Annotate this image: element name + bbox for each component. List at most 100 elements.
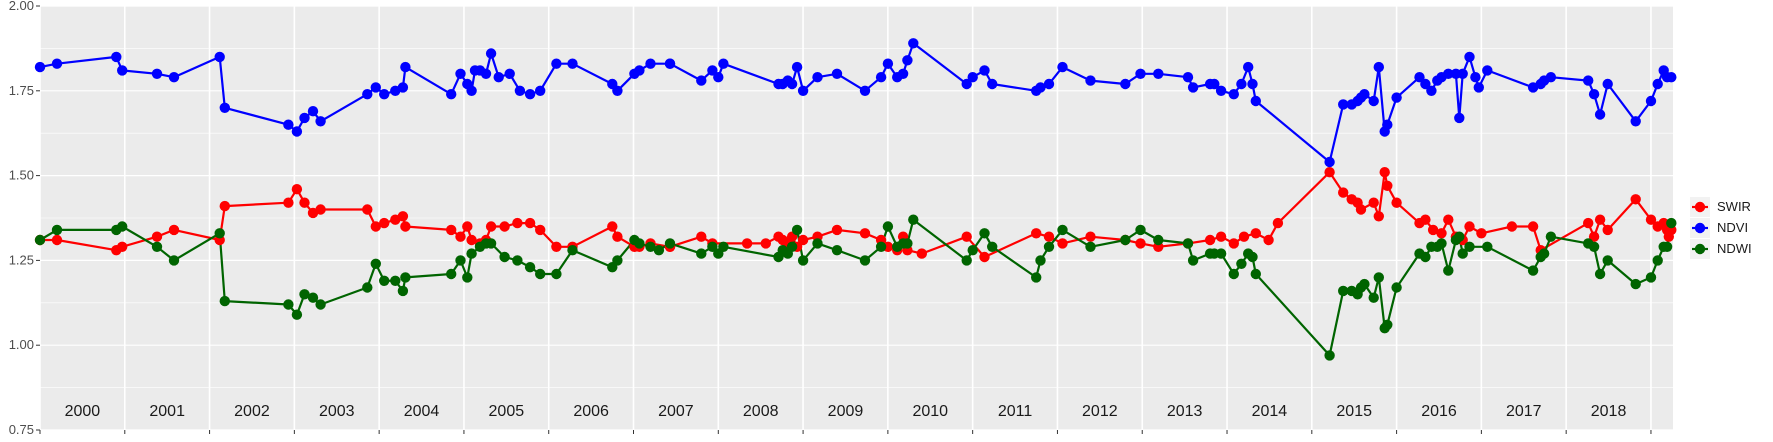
data-point-ndvi [987,78,998,90]
data-point-swir [219,200,230,212]
data-point-ndvi [786,78,798,90]
legend-label-ndvi: NDVI [1717,220,1748,235]
legend-key-point [1694,243,1706,255]
data-point-swir [455,231,466,242]
y-tick-label: 2.00 [9,0,34,13]
data-point-ndwi [1482,241,1493,252]
data-point-swir [1215,231,1227,242]
year-label: 2014 [1252,403,1288,420]
data-point-ndvi [362,89,373,100]
data-point-ndwi [567,245,578,256]
data-point-ndwi [1187,255,1199,266]
data-point-ndwi [551,268,562,280]
data-point-ndwi [1247,251,1258,263]
data-point-ndvi [634,65,645,76]
data-point-swir [607,221,618,232]
data-point-swir [612,231,623,242]
data-point-ndvi [1414,72,1425,83]
data-point-ndwi [882,221,894,232]
data-point-ndwi [291,309,303,320]
data-point-swir [1443,214,1454,225]
data-point-ndvi [551,58,562,69]
data-point-ndvi [1482,65,1493,76]
data-point-ndvi [1043,78,1055,90]
data-point-swir [551,241,562,252]
year-label: 2001 [149,403,185,420]
data-point-swir [1427,224,1439,236]
data-point-swir [1228,238,1240,249]
data-point-swir [1382,180,1393,191]
data-point-ndvi [379,89,390,100]
data-point-ndwi [1661,241,1673,252]
year-label: 2011 [998,403,1033,420]
data-point-ndvi [370,82,381,93]
data-point-ndwi [1236,258,1247,269]
data-point-ndwi [967,245,978,256]
data-point-ndvi [567,58,578,69]
data-point-swir [1355,204,1367,215]
data-point-ndvi [1250,95,1262,107]
data-point-swir [1272,217,1284,229]
data-point-ndvi [1057,61,1068,73]
data-point-ndvi [485,48,497,59]
data-point-ndvi [1426,85,1437,97]
data-point-ndwi [908,214,919,225]
data-point-swir [1085,231,1096,242]
data-point-ndvi [1135,68,1146,80]
data-point-ndwi [664,238,676,249]
data-point-ndvi [466,85,477,97]
data-point-ndwi [797,255,809,266]
data-point-ndvi [1473,82,1485,93]
data-point-ndvi [446,89,457,100]
data-point-ndwi [446,268,457,280]
data-point-swir [961,231,972,242]
data-point-ndvi [1035,82,1046,93]
data-point-swir [1031,228,1042,239]
year-label: 2018 [1591,403,1627,420]
data-point-ndvi [400,61,411,73]
data-point-ndvi [111,51,122,63]
data-point-swir [524,217,536,229]
year-label: 2006 [573,403,609,420]
data-point-ndvi [1153,68,1164,80]
data-point-ndwi [219,295,230,307]
data-point-ndwi [400,272,411,283]
data-point-ndvi [51,58,63,69]
data-point-swir [379,217,390,229]
data-point-ndvi [1583,75,1594,86]
data-point-ndwi [1454,231,1465,242]
data-point-ndvi [299,112,310,124]
data-point-ndvi [524,89,536,100]
data-point-ndvi [1391,92,1402,103]
data-point-ndwi [214,228,225,239]
data-point-ndwi [812,238,823,249]
data-point-swir [485,221,497,232]
data-point-ndwi [1250,268,1262,280]
data-point-ndvi [1645,95,1657,107]
data-point-ndwi [961,255,972,266]
data-point-ndwi [786,241,798,252]
data-point-ndwi [1035,255,1046,266]
data-point-ndvi [713,72,724,83]
data-point-swir [1379,167,1390,178]
data-point-ndvi [117,65,128,76]
data-point-swir [1263,234,1274,246]
data-point-ndwi [902,238,913,249]
data-point-ndvi [664,58,676,69]
year-label: 2009 [828,403,864,420]
data-point-ndwi [485,238,497,249]
data-point-ndvi [1454,112,1465,124]
data-point-ndwi [379,275,390,286]
data-point-ndvi [908,38,919,49]
data-point-ndwi [1666,217,1677,229]
data-point-ndvi [34,61,46,73]
data-point-ndwi [1630,278,1641,290]
data-point-ndvi [1666,72,1677,83]
data-point-ndwi [653,245,665,256]
data-point-ndwi [168,255,180,266]
data-point-ndwi [512,255,523,266]
data-point-swir [859,228,871,239]
data-point-swir [51,234,63,246]
data-point-ndvi [718,58,729,69]
data-point-ndvi [791,61,803,73]
